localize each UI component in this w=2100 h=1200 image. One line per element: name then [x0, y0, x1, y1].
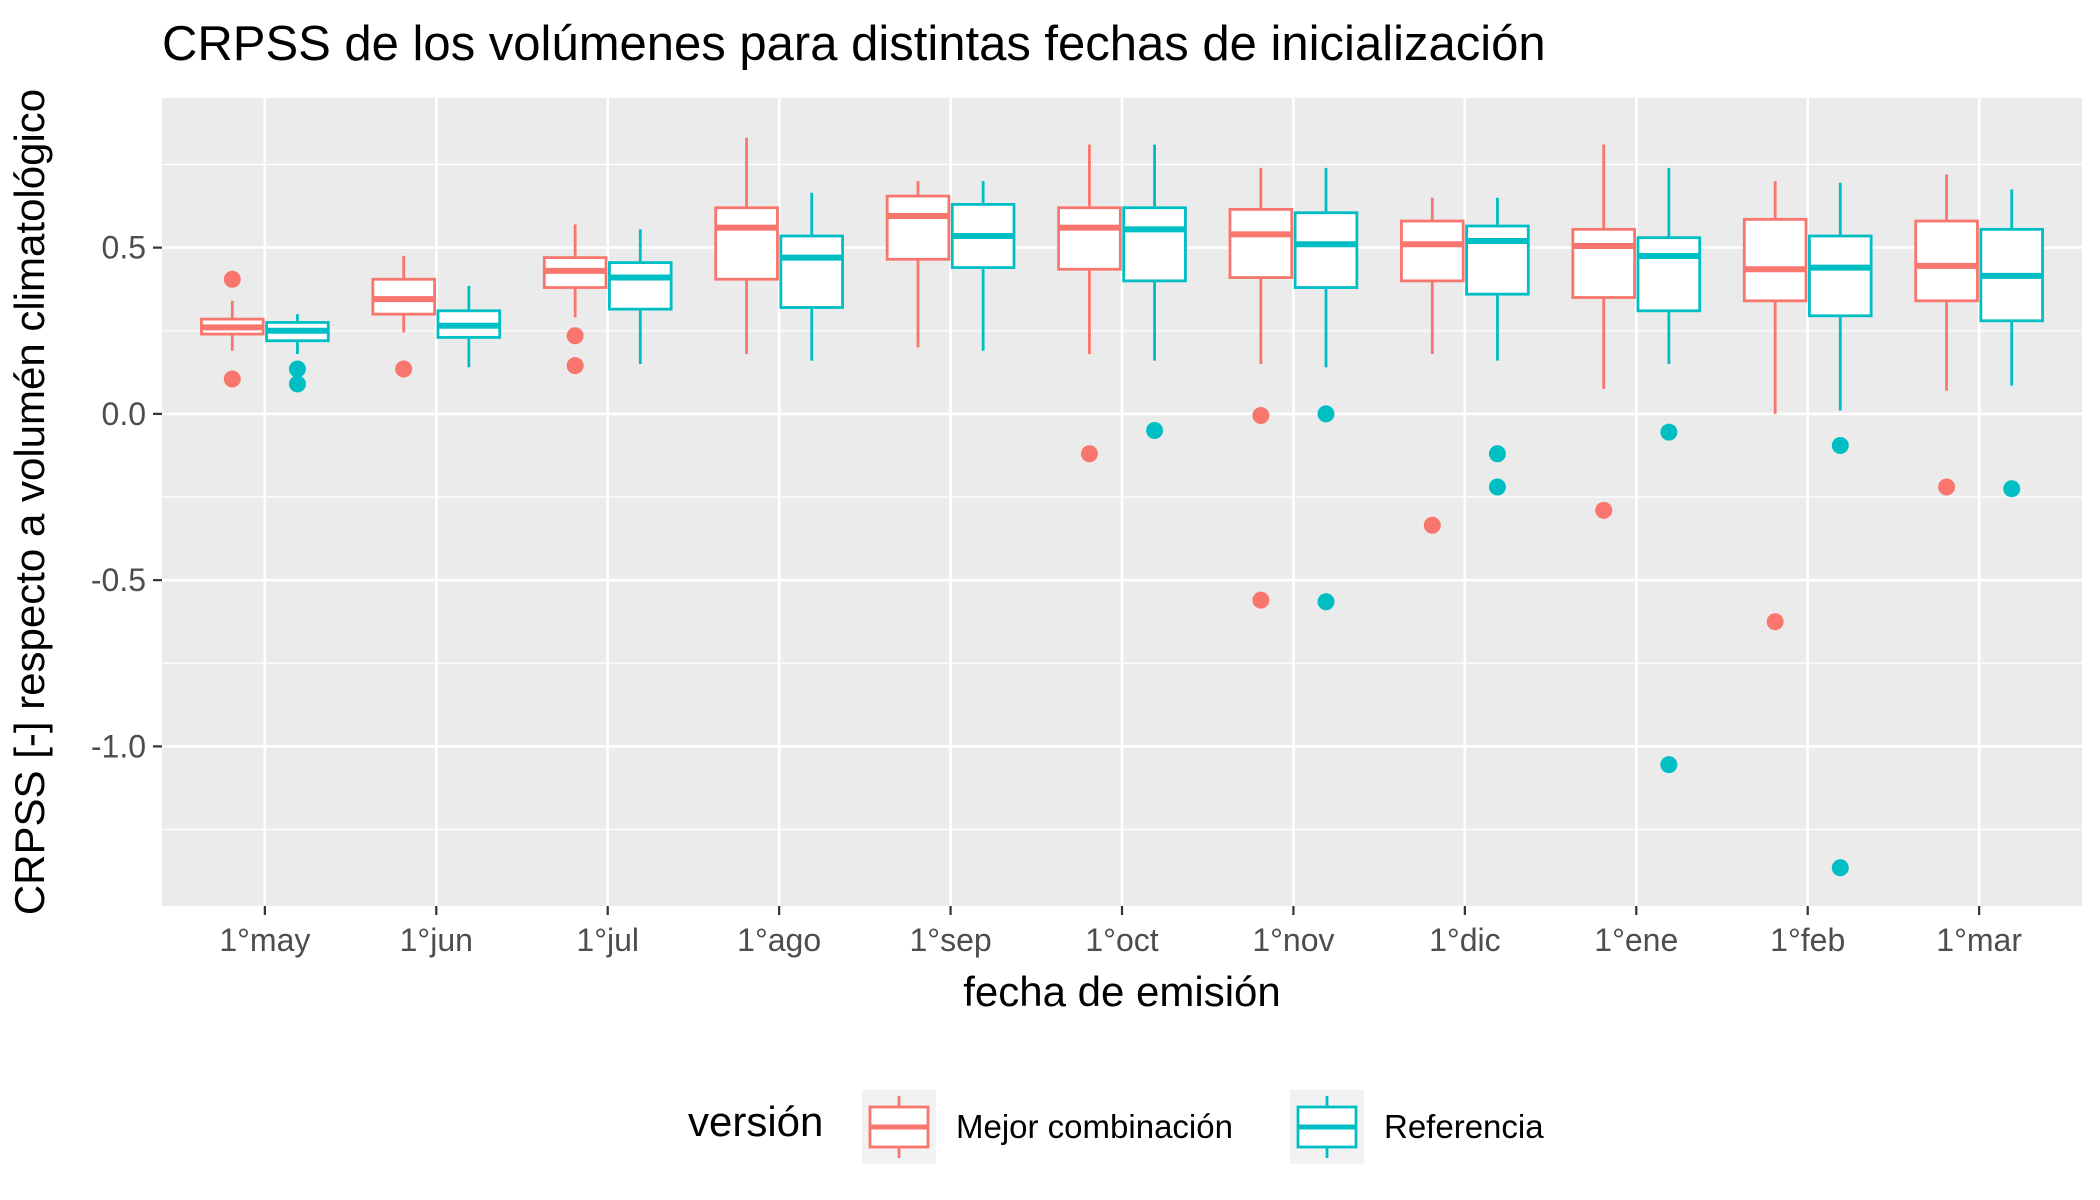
box-iqr	[1636, 236, 1702, 313]
outlier-point	[288, 360, 306, 378]
box-mejor	[1571, 144, 1636, 519]
box-mejor	[1228, 167, 1294, 609]
outlier-point	[1488, 478, 1506, 496]
box-iqr	[1571, 227, 1636, 299]
box-iqr	[608, 261, 673, 311]
box-mejor	[1914, 174, 1979, 496]
box-iqr	[1742, 217, 1808, 303]
box-iqr	[885, 194, 951, 261]
box-plots	[200, 137, 2044, 877]
x-axis: 1°may 1°jun 1°jul 1°ago 1°sep 1°oct 1°nov 1°dic…	[219, 906, 2022, 958]
box-referencia	[1122, 144, 1187, 440]
box-referencia	[1636, 167, 1702, 774]
box-iqr	[1122, 206, 1187, 283]
outlier-point	[395, 360, 413, 378]
y-tick-label: -1.0	[91, 728, 146, 764]
box-mejor	[371, 255, 436, 378]
box-iqr	[1400, 219, 1465, 283]
legend: versión Mejor combinación Referencia	[688, 1090, 1544, 1164]
outlier-point	[1831, 859, 1849, 877]
x-tick-label: 1°mar	[1936, 922, 2022, 958]
legend-label: Mejor combinación	[956, 1108, 1233, 1145]
box-iqr	[714, 206, 779, 281]
outlier-point	[223, 370, 241, 388]
box-referencia	[1808, 182, 1873, 877]
legend-label: Referencia	[1384, 1108, 1544, 1145]
y-tick-label: 0.0	[102, 396, 146, 432]
outlier-point	[288, 375, 306, 393]
x-tick-label: 1°may	[219, 922, 310, 958]
outlier-point	[1317, 593, 1335, 611]
x-tick-label: 1°jun	[400, 922, 473, 958]
outlier-point	[1831, 436, 1849, 454]
x-tick-label: 1°ene	[1594, 922, 1678, 958]
x-tick-label: 1°sep	[909, 922, 991, 958]
outlier-point	[1423, 516, 1441, 534]
grid-lines	[162, 98, 2082, 906]
x-tick-label: 1°oct	[1085, 922, 1158, 958]
outlier-point	[1488, 445, 1506, 463]
outlier-point	[1938, 478, 1956, 496]
box-referencia	[950, 181, 1016, 351]
box-iqr	[1293, 211, 1359, 289]
box-iqr	[1228, 207, 1294, 279]
x-tick-label: 1°feb	[1770, 922, 1845, 958]
outlier-point	[566, 357, 584, 375]
outlier-point	[1660, 756, 1678, 774]
box-referencia	[608, 229, 673, 365]
box-referencia	[265, 314, 330, 393]
outlier-point	[566, 327, 584, 345]
outlier-point	[1766, 613, 1784, 631]
x-axis-title: fecha de emisión	[963, 968, 1281, 1015]
legend-key	[1290, 1090, 1364, 1164]
box-iqr	[1465, 224, 1530, 296]
box-mejor	[1400, 197, 1465, 534]
box-referencia	[1465, 197, 1530, 496]
outlier-point	[223, 270, 241, 288]
outlier-point	[1595, 501, 1613, 519]
outlier-point	[1252, 591, 1270, 609]
outlier-point	[1252, 407, 1270, 425]
outlier-point	[2003, 480, 2021, 498]
box-iqr	[1057, 206, 1122, 271]
chart-title: CRPSS de los volúmenes para distintas fe…	[162, 17, 1546, 71]
box-mejor	[200, 270, 265, 388]
y-axis-title: CRPSS [-] respecto a volumén climatológi…	[6, 89, 53, 915]
box-mejor	[885, 181, 951, 348]
box-referencia	[1979, 189, 2044, 498]
x-tick-label: 1°dic	[1429, 922, 1501, 958]
box-iqr	[779, 234, 844, 309]
outlier-point	[1660, 423, 1678, 441]
y-tick-label: -0.5	[91, 562, 146, 598]
legend-title: versión	[688, 1098, 823, 1145]
box-iqr	[1914, 219, 1979, 303]
y-axis: 0.5 0.0 -0.5 -1.0	[91, 230, 162, 764]
box-mejor	[1057, 144, 1122, 463]
outlier-point	[1317, 405, 1335, 423]
x-tick-label: 1°ago	[737, 922, 821, 958]
outlier-point	[1080, 445, 1098, 463]
x-tick-label: 1°jul	[576, 922, 639, 958]
box-referencia	[1293, 167, 1359, 611]
box-mejor	[714, 137, 779, 355]
legend-key	[862, 1090, 936, 1164]
y-tick-label: 0.5	[102, 230, 146, 266]
outlier-point	[1146, 422, 1164, 440]
box-mejor	[1742, 181, 1808, 631]
box-referencia	[779, 192, 844, 361]
x-tick-label: 1°nov	[1252, 922, 1334, 958]
box-mejor	[542, 224, 608, 375]
box-iqr	[1808, 234, 1873, 318]
box-referencia	[436, 285, 502, 368]
